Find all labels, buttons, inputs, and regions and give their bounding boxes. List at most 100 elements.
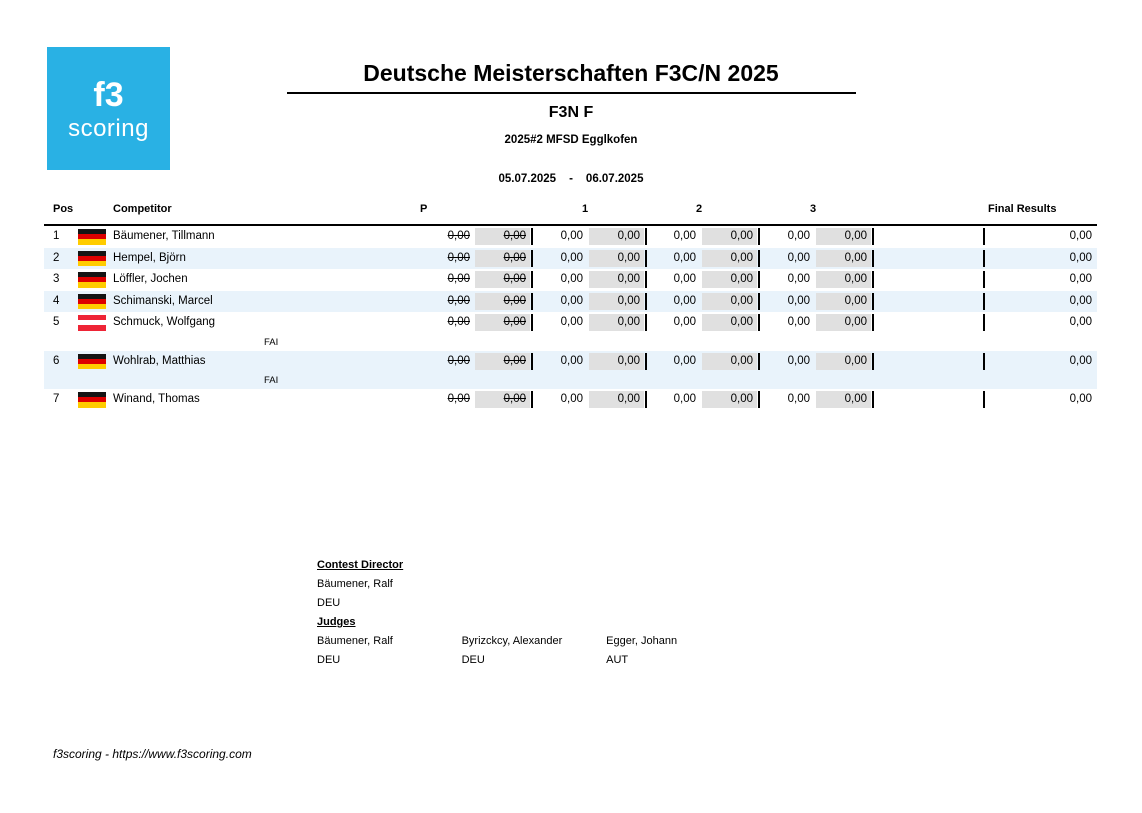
country-flag-icon [78, 392, 106, 408]
round1-score-cell: 0,00 [589, 292, 644, 310]
round1-score-cell: 0,00 [589, 314, 644, 331]
header-final-results: Final Results [988, 203, 1057, 215]
round2-score-cell: 0,00 [702, 271, 757, 288]
officials-section: Contest Director Bäumener, Ralf DEU Judg… [317, 556, 677, 670]
score-divider-bar [531, 352, 533, 370]
score-divider-bar [758, 391, 760, 408]
score-divider-bar [872, 228, 874, 245]
p-score-cell: 0,00 [475, 352, 530, 370]
table-header-rule [44, 224, 1097, 226]
final-result-cell: 0,00 [1069, 316, 1092, 328]
final-result-cell: 0,00 [1069, 354, 1092, 367]
score-divider-bar [872, 391, 874, 408]
round2-score-raw: 0,00 [673, 393, 696, 405]
table-row: 4 Schimanski, Marcel 0,00 0,00 0,00 0,00… [44, 290, 1097, 312]
date-to: 06.07.2025 [585, 173, 644, 185]
round3-score-cell: 0,00 [816, 271, 871, 288]
p-score-cell: 0,00 [475, 292, 530, 310]
p-score-raw: 0,00 [447, 294, 470, 307]
judge-name: Byrizckcy, Alexander [461, 635, 563, 647]
final-divider-bar [983, 314, 985, 331]
position-cell: 3 [53, 273, 60, 285]
judges-countries-row: DEU DEU AUT [317, 651, 677, 670]
round2-score-cell: 0,00 [702, 292, 757, 310]
score-divider-bar [645, 391, 647, 408]
competitor-name: Hempel, Björn [113, 251, 186, 264]
score-divider-bar [758, 228, 760, 245]
score-divider-bar [645, 271, 647, 288]
p-score-raw: 0,00 [447, 393, 470, 405]
judge-country: AUT [606, 654, 629, 666]
p-score-cell: 0,00 [475, 271, 530, 288]
competitor-name: Löffler, Jochen [113, 273, 188, 285]
header-competitor: Competitor [113, 203, 172, 215]
round3-score-cell: 0,00 [816, 314, 871, 331]
round1-score-raw: 0,00 [560, 294, 583, 307]
score-divider-bar [531, 314, 533, 331]
round2-score-cell: 0,00 [702, 391, 757, 408]
table-row: 3 Löffler, Jochen 0,00 0,00 0,00 0,00 0,… [44, 269, 1097, 291]
p-score-raw: 0,00 [447, 354, 470, 367]
final-divider-bar [983, 292, 985, 310]
p-score-cell: 0,00 [475, 228, 530, 245]
score-divider-bar [531, 271, 533, 288]
event-dates: 05.07.2025-06.07.2025 [0, 173, 1142, 185]
fai-label: FAI [264, 336, 279, 348]
round2-score-raw: 0,00 [673, 273, 696, 285]
round2-score-raw: 0,00 [673, 354, 696, 367]
round1-score-raw: 0,00 [560, 230, 583, 242]
score-divider-bar [872, 352, 874, 370]
score-divider-bar [645, 249, 647, 267]
country-flag-icon [78, 315, 106, 331]
header-round1: 1 [582, 203, 589, 215]
round2-score-raw: 0,00 [673, 230, 696, 242]
judges-names-row: Bäumener, Ralf Byrizckcy, Alexander Egge… [317, 632, 677, 651]
country-flag-icon [78, 272, 106, 288]
country-flag-icon [78, 353, 106, 370]
competitor-name: Schmuck, Wolfgang [113, 316, 216, 328]
score-divider-bar [531, 249, 533, 267]
table-header: Pos Competitor P 1 2 3 Final Results [44, 202, 1097, 217]
competitor-name: Wohlrab, Matthias [113, 354, 206, 367]
date-from: 05.07.2025 [498, 173, 557, 185]
header-round3: 3 [810, 203, 817, 215]
round1-score-cell: 0,00 [589, 391, 644, 408]
score-divider-bar [758, 249, 760, 267]
score-divider-bar [531, 228, 533, 245]
round3-score-cell: 0,00 [816, 228, 871, 245]
p-score-cell: 0,00 [475, 391, 530, 408]
table-row: 7 Winand, Thomas 0,00 0,00 0,00 0,00 0,0… [44, 389, 1097, 411]
round2-score-cell: 0,00 [702, 314, 757, 331]
final-result-cell: 0,00 [1069, 230, 1092, 242]
p-score-cell: 0,00 [475, 249, 530, 267]
p-score-raw: 0,00 [447, 273, 470, 285]
header-p: P [420, 203, 428, 215]
position-cell: 5 [53, 316, 60, 328]
competitor-name: Schimanski, Marcel [113, 294, 213, 307]
score-divider-bar [758, 314, 760, 331]
contest-director-country: DEU [317, 597, 341, 609]
score-divider-bar [872, 292, 874, 310]
position-cell: 2 [53, 251, 60, 264]
fai-subrow: FAI [44, 333, 1097, 351]
round1-score-cell: 0,00 [589, 271, 644, 288]
final-result-cell: 0,00 [1069, 251, 1092, 264]
round3-score-raw: 0,00 [787, 251, 810, 264]
final-divider-bar [983, 271, 985, 288]
round2-score-raw: 0,00 [673, 294, 696, 307]
score-divider-bar [872, 314, 874, 331]
score-divider-bar [645, 292, 647, 310]
header-round2: 2 [696, 203, 703, 215]
country-flag-icon [78, 293, 106, 310]
contest-director-heading: Contest Director [317, 559, 404, 571]
round1-score-raw: 0,00 [560, 273, 583, 285]
judge-country: DEU [461, 654, 485, 666]
score-divider-bar [531, 292, 533, 310]
class-title: F3N F [548, 104, 594, 121]
p-score-cell: 0,00 [475, 314, 530, 331]
logo-text-scoring: scoring [68, 115, 149, 142]
score-divider-bar [645, 228, 647, 245]
score-divider-bar [645, 314, 647, 331]
score-divider-bar [758, 352, 760, 370]
